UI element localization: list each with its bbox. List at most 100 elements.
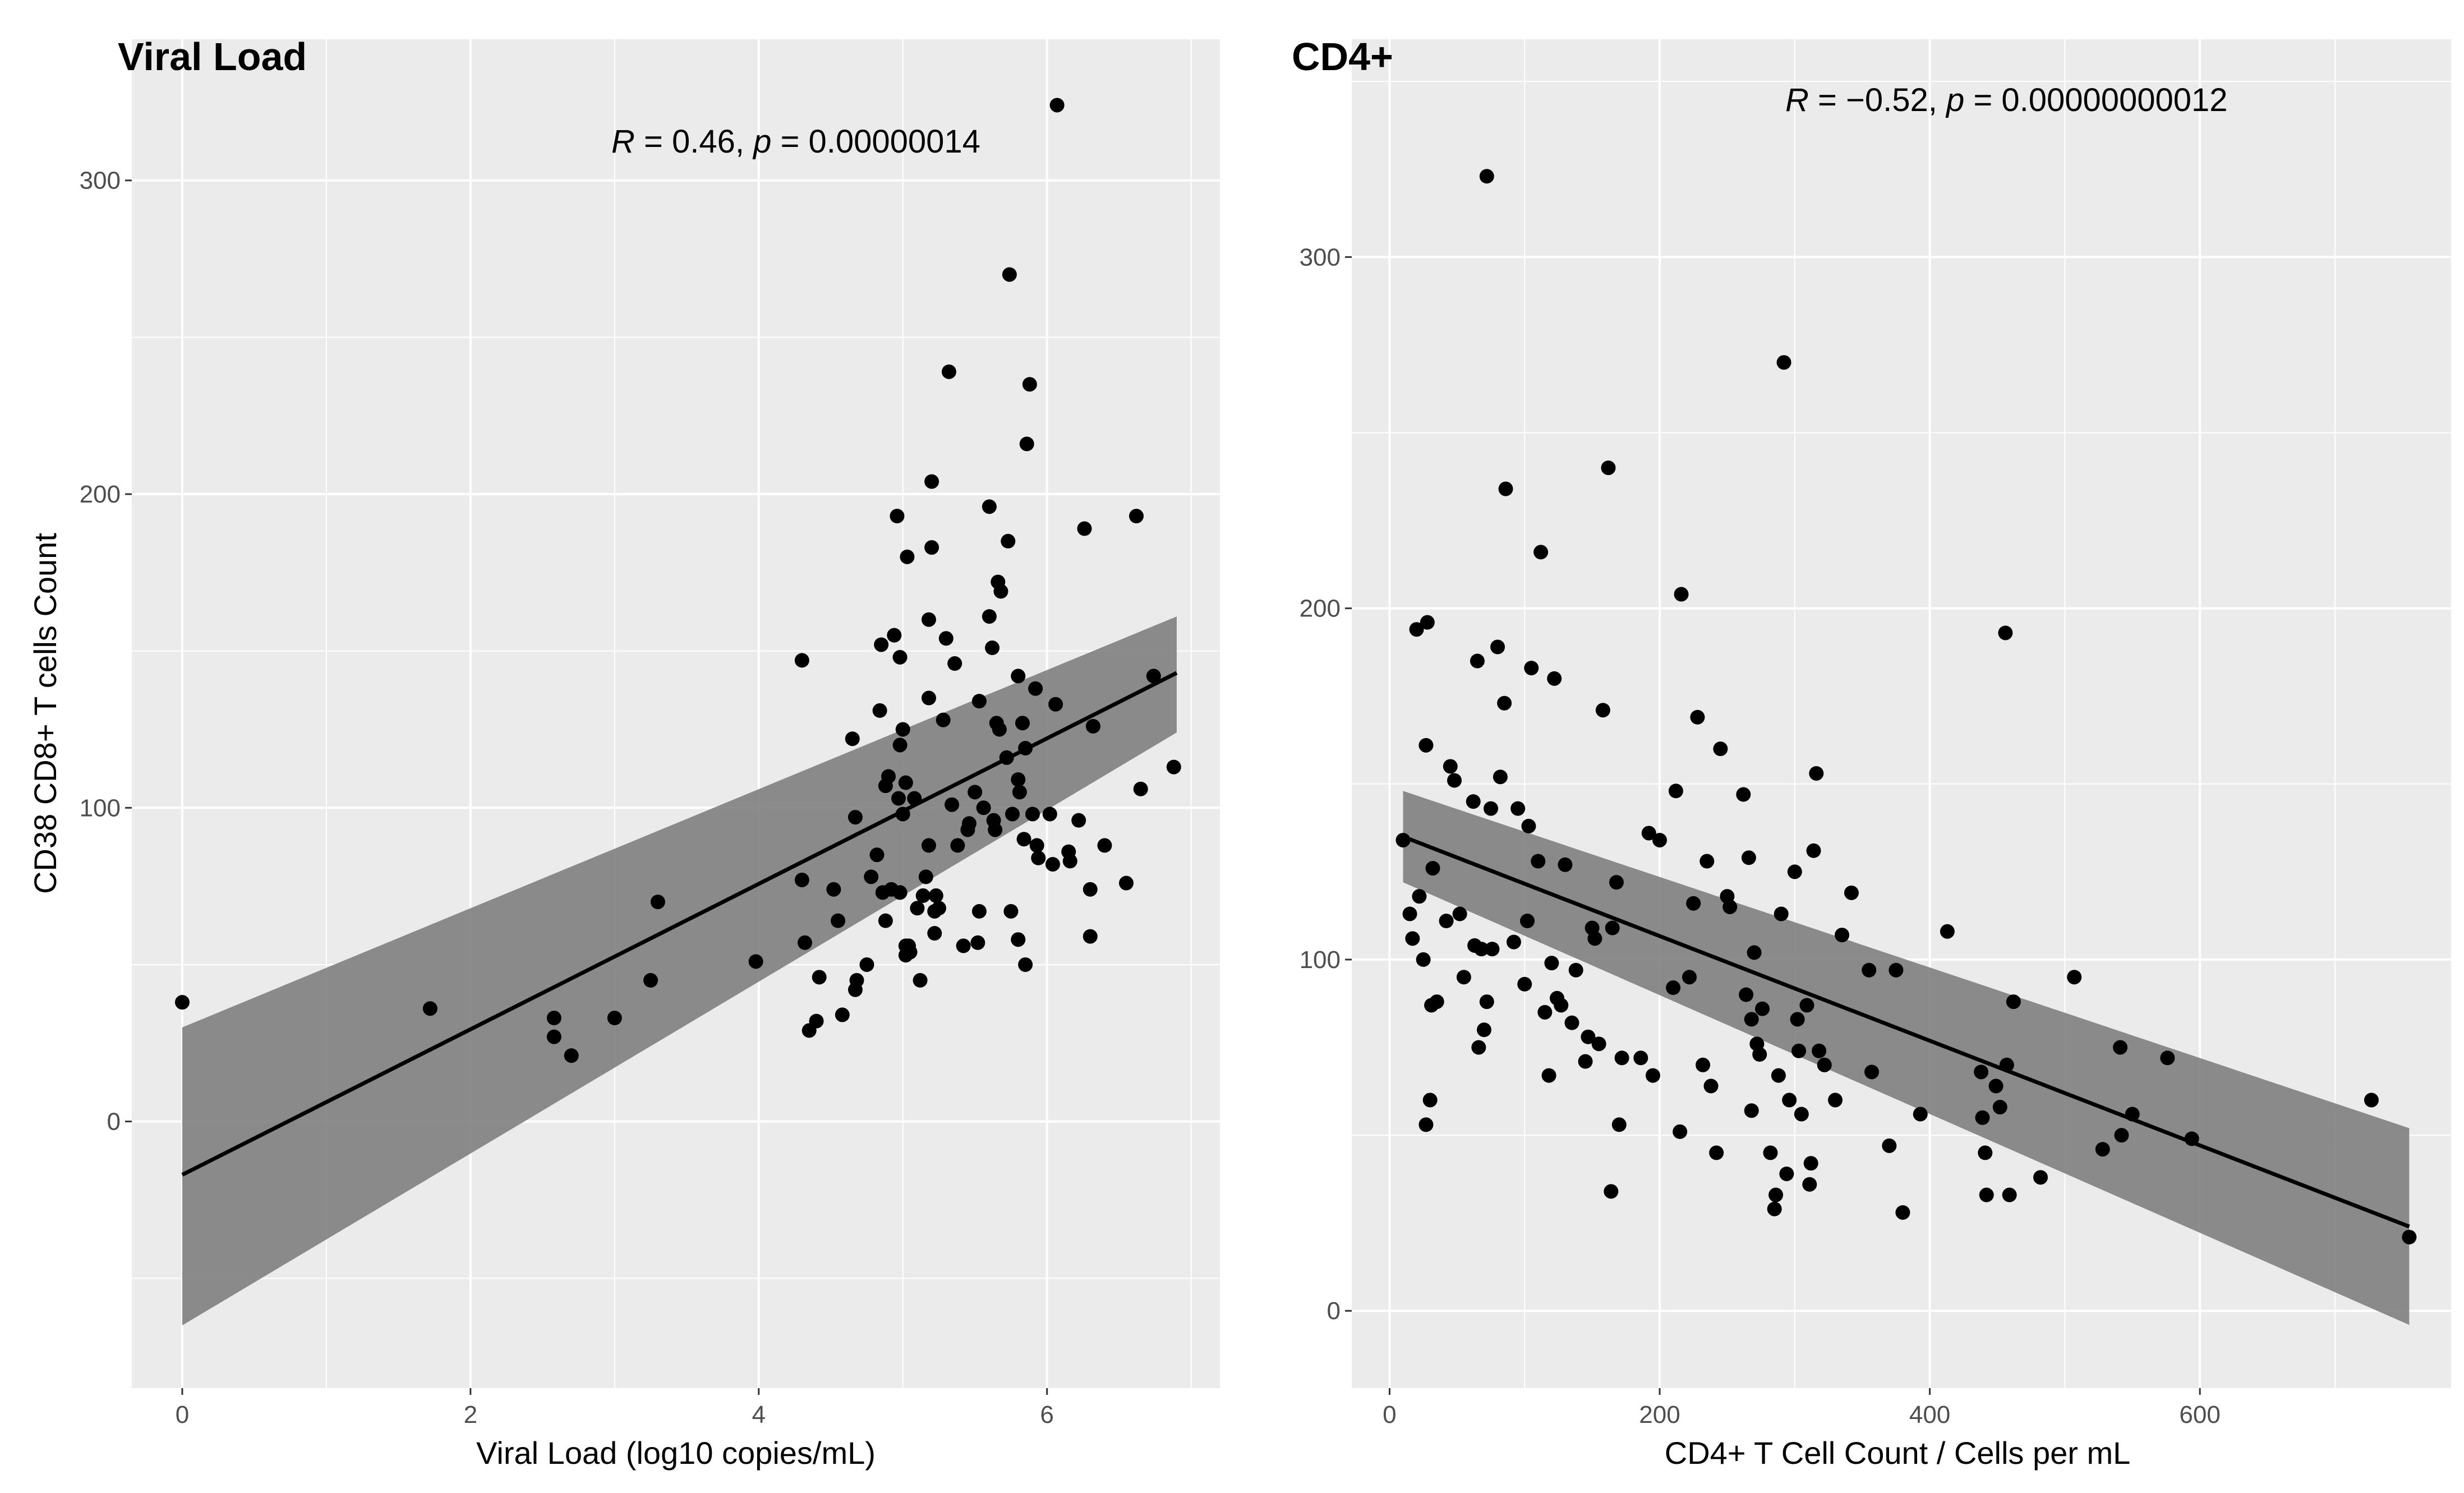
data-point [971, 904, 987, 919]
data-point [924, 540, 939, 555]
data-point [1776, 355, 1791, 370]
x-tick-label: 400 [1909, 1401, 1950, 1429]
data-point [1479, 994, 1494, 1010]
data-point [1633, 1050, 1648, 1066]
data-point [1537, 1004, 1553, 1020]
data-point [1031, 850, 1046, 865]
data-point [1703, 1079, 1719, 1094]
y-tick-label: 100 [1300, 946, 1341, 974]
data-point [1429, 994, 1444, 1010]
data-point [1978, 1145, 1993, 1160]
data-point [938, 631, 954, 646]
data-point [1443, 759, 1458, 774]
p-label: p [752, 123, 771, 160]
data-point [1049, 98, 1065, 113]
data-point [826, 882, 841, 897]
data-point [1497, 695, 1512, 711]
data-point [1802, 1177, 1817, 1192]
data-point [1422, 1093, 1438, 1108]
data-point [921, 838, 936, 853]
panel-cd4: 0 100 200 300 0 200 400 600 CD4+ R = −0.52, p … [1292, 35, 2451, 1471]
y-tick-label: 300 [1300, 243, 1341, 271]
data-point [1774, 906, 1789, 921]
data-point [887, 628, 902, 643]
data-point [1673, 1124, 1688, 1139]
data-point [1439, 914, 1454, 929]
data-point [1474, 942, 1489, 957]
data-point [1420, 615, 1435, 630]
data-point [1998, 625, 2013, 640]
data-point [1470, 653, 1485, 669]
data-point [1554, 998, 1569, 1013]
data-point [1771, 1068, 1786, 1083]
confidence-band-layer [182, 616, 1177, 1326]
data-point [1974, 1065, 1989, 1080]
panel-title: Viral Load [118, 35, 307, 79]
data-point [794, 872, 809, 887]
data-point [1418, 1117, 1434, 1132]
data-point [1083, 929, 1098, 944]
data-point [1479, 169, 1494, 184]
data-point [809, 1013, 824, 1029]
data-point [1405, 931, 1420, 946]
data-point [1146, 669, 1161, 684]
confidence-band-layer [1403, 791, 2410, 1325]
data-point [1754, 1001, 1770, 1016]
data-point [1129, 509, 1144, 524]
data-point [878, 913, 893, 928]
data-point [947, 656, 962, 671]
data-point [1564, 1015, 1579, 1030]
data-point [1682, 970, 1697, 985]
data-point [1844, 885, 1859, 900]
data-point [968, 785, 983, 800]
regression-line [181, 671, 1178, 1177]
data-point [1062, 854, 1077, 869]
data-point [1744, 1012, 1759, 1027]
data-point [874, 637, 889, 652]
data-point [992, 722, 1007, 737]
panel-title: CD4+ [1292, 35, 1393, 79]
data-point [831, 913, 846, 928]
data-point [1601, 460, 1616, 476]
data-point [1741, 850, 1756, 865]
data-point [1779, 1166, 1794, 1181]
data-point [1752, 1047, 1767, 1062]
data-point [872, 703, 887, 718]
data-point [1042, 807, 1057, 822]
data-point [988, 822, 1003, 837]
y-axis-ticks: 0 100 200 300 [80, 167, 132, 1136]
data-point [1568, 962, 1583, 978]
data-point [1002, 267, 1017, 282]
regression-line-layer [1402, 835, 2410, 1229]
data-point [1895, 1205, 1910, 1220]
x-axis-ticks: 0 2 4 6 [176, 1388, 1054, 1429]
data-point [2113, 1040, 2128, 1055]
data-point [1493, 769, 1508, 785]
data-point [864, 869, 879, 884]
data-point [945, 797, 960, 812]
data-point [913, 973, 928, 988]
data-point [1940, 924, 1955, 939]
data-point [982, 499, 997, 514]
data-point [1889, 962, 1904, 978]
data-point [921, 690, 936, 706]
r-label: R [611, 123, 635, 160]
data-point [1558, 857, 1573, 872]
data-point [2095, 1142, 2110, 1157]
data-point [898, 775, 913, 790]
data-point [2160, 1050, 2175, 1066]
data-point [1668, 784, 1683, 799]
x-tick-label: 4 [752, 1401, 766, 1429]
data-point [1768, 1187, 1784, 1202]
data-point [915, 888, 931, 903]
data-point [1547, 671, 1562, 686]
r-text: = −0.52, [1809, 82, 1946, 118]
y-axis-ticks: 0 100 200 300 [1300, 243, 1352, 1325]
data-point [1747, 945, 1762, 960]
data-point [1799, 998, 1814, 1013]
data-point [982, 609, 997, 624]
x-axis-ticks: 0 200 400 600 [1383, 1388, 2221, 1429]
data-point [1992, 1099, 2007, 1114]
data-point [1028, 681, 1043, 696]
data-point [1402, 906, 1417, 921]
